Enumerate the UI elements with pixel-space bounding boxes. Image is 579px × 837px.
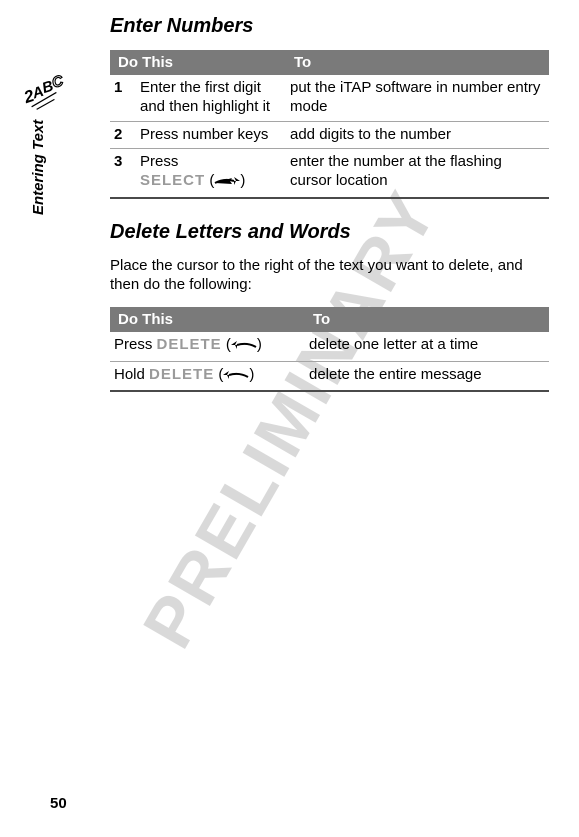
section-intro: Place the cursor to the right of the tex… (110, 256, 549, 295)
table-row: 1 Enter the first digit and then highlig… (110, 75, 549, 121)
table-header-to: To (305, 307, 549, 332)
softkey-select-label: SELECT (140, 172, 205, 189)
step-do: Hold DELETE () (110, 361, 305, 391)
softkey-right-icon (214, 174, 240, 193)
step-do-pre: Press (140, 153, 178, 170)
step-do: Press SELECT () (136, 149, 286, 198)
step-do-pre: Hold (114, 366, 149, 383)
step-to: add digits to the number (286, 121, 549, 149)
table-row: Hold DELETE () delete the entire message (110, 361, 549, 391)
abc-icon: 2 A B C (22, 72, 68, 119)
sidebar-label: Entering Text (30, 120, 47, 215)
step-do: Press number keys (136, 121, 286, 149)
table-row: 3 Press SELECT () enter the number at th… (110, 149, 549, 198)
step-number: 1 (110, 75, 136, 121)
step-do: Enter the first digit and then highlight… (136, 75, 286, 121)
enter-numbers-table: Do This To 1 Enter the first digit and t… (110, 50, 549, 199)
table-row: 2 Press number keys add digits to the nu… (110, 121, 549, 149)
step-number: 3 (110, 149, 136, 198)
section-title-delete: Delete Letters and Words (110, 221, 549, 244)
step-do: Press DELETE () (110, 332, 305, 361)
step-to: delete the entire message (305, 361, 549, 391)
softkey-left-icon (231, 338, 257, 357)
delete-table: Do This To Press DELETE () delete one le… (110, 307, 549, 393)
step-to: put the iTAP software in number entry mo… (286, 75, 549, 121)
step-do-pre: Press (114, 336, 157, 353)
step-number: 2 (110, 121, 136, 149)
table-row: Press DELETE () delete one letter at a t… (110, 332, 549, 361)
table-header-do: Do This (110, 307, 305, 332)
softkey-delete-label: DELETE (157, 336, 222, 353)
table-header-do: Do This (110, 50, 286, 75)
step-to: enter the number at the flashing cursor … (286, 149, 549, 198)
page-number: 50 (50, 795, 67, 812)
section-title-enter-numbers: Enter Numbers (110, 15, 549, 38)
softkey-delete-label: DELETE (149, 366, 214, 383)
softkey-left-icon (223, 368, 249, 387)
step-to: delete one letter at a time (305, 332, 549, 361)
table-header-to: To (286, 50, 549, 75)
